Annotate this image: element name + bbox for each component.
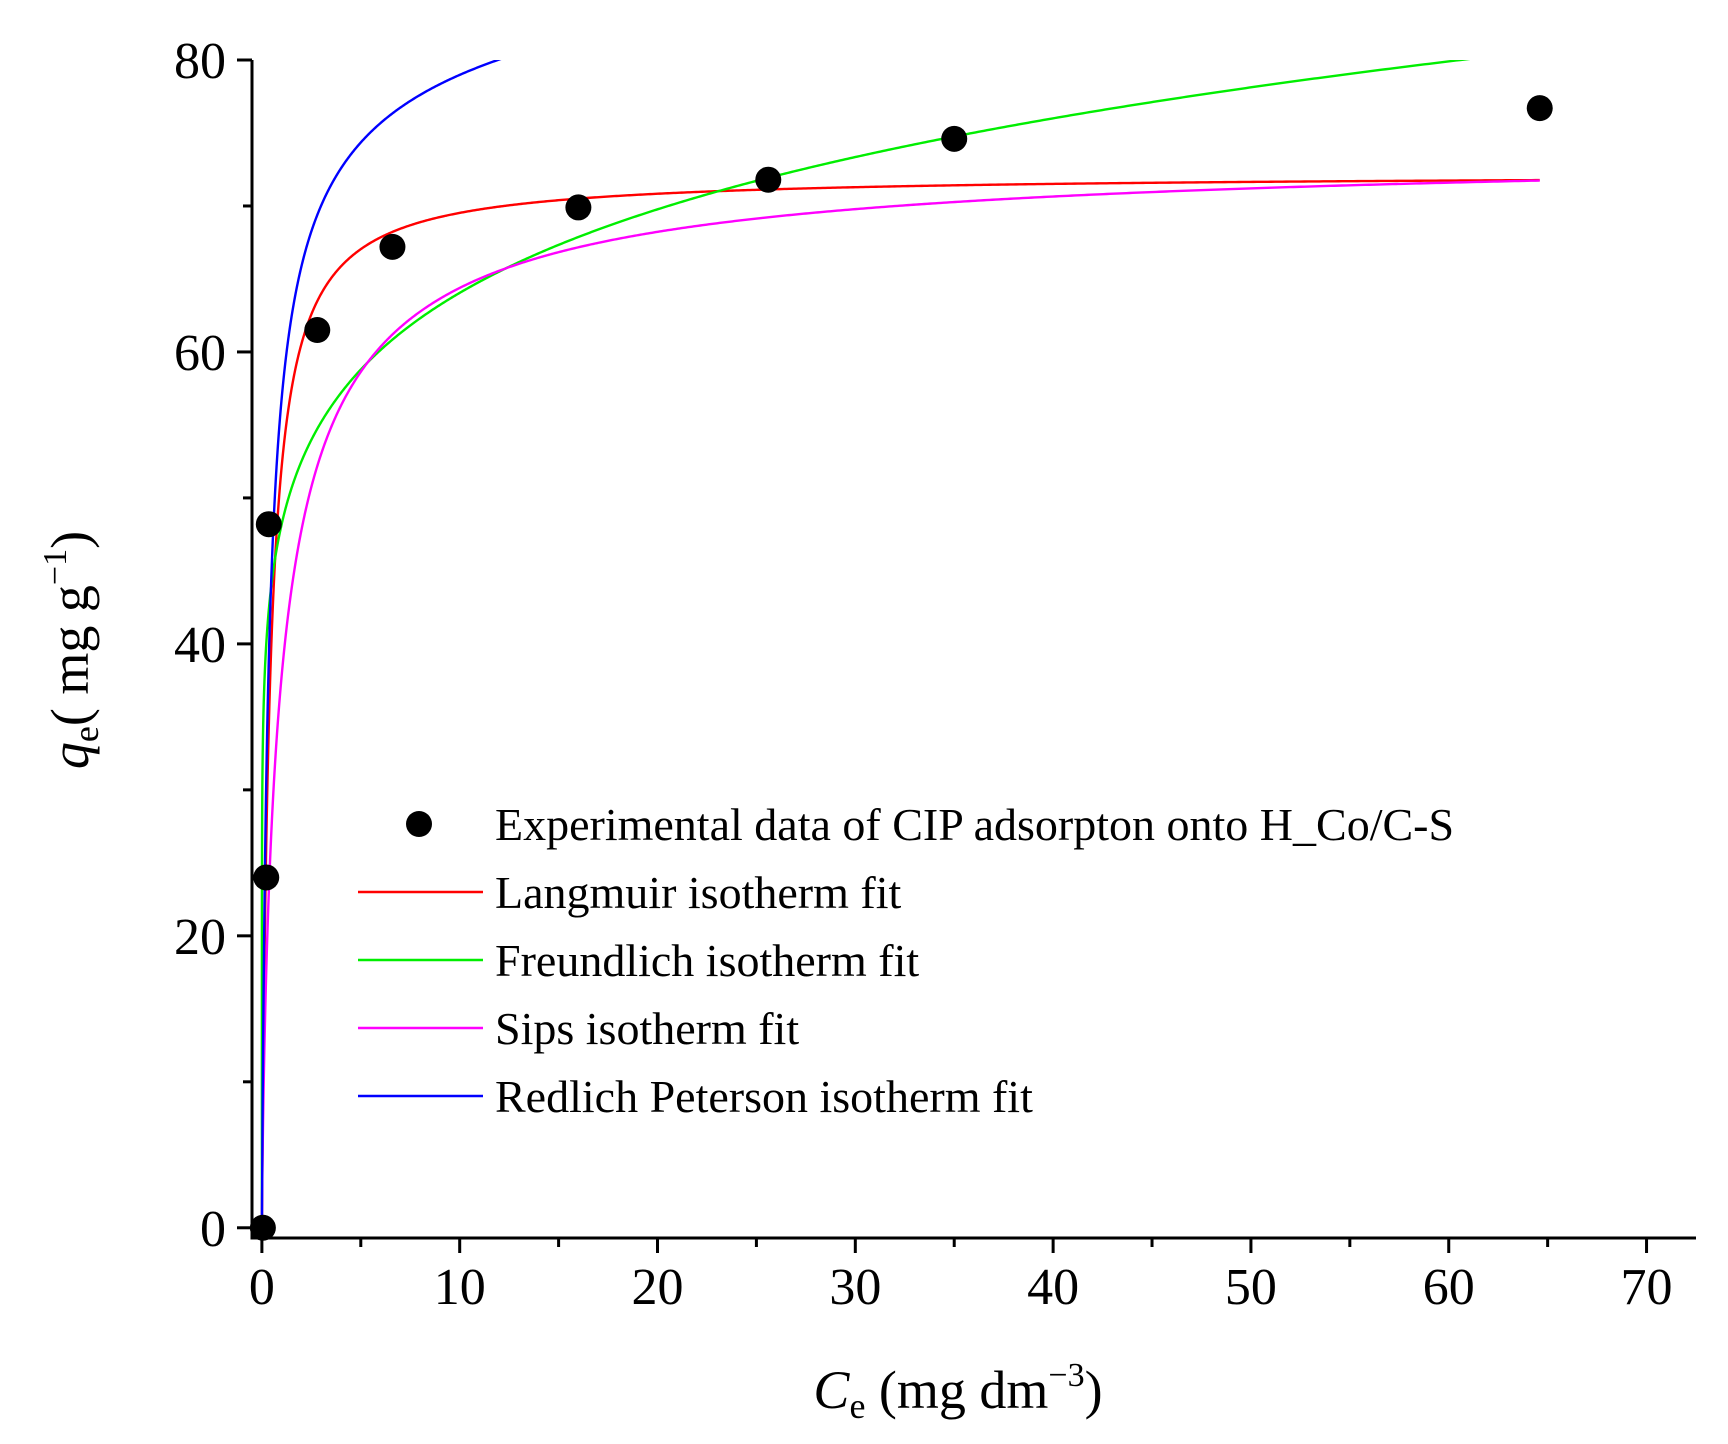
experimental-point	[1526, 95, 1553, 122]
fit-curves	[260, 60, 1540, 1228]
y-axis-ticks: 0 20 40 60 80	[174, 33, 252, 1258]
experimental-points	[249, 95, 1553, 1241]
experimental-point	[379, 233, 406, 260]
x-tick-label: 50	[1225, 1259, 1277, 1316]
experimental-point	[565, 194, 592, 221]
x-tick-label: 20	[632, 1259, 684, 1316]
legend: Experimental data of CIP adsorpton onto …	[358, 799, 1454, 1122]
legend-sips-label: Sips isotherm fit	[495, 1003, 799, 1054]
experimental-point	[304, 317, 331, 344]
y-tick-label: 0	[200, 1201, 226, 1258]
axes: 0 10 20 30 40 50 60 70 0 20 40 60 80	[174, 33, 1696, 1316]
x-tick-label: 10	[434, 1259, 486, 1316]
experimental-point	[253, 864, 280, 891]
legend-freundlich-label: Freundlich isotherm fit	[495, 935, 919, 986]
x-tick-label: 0	[249, 1259, 275, 1316]
redlich-peterson-fit-curve	[260, 60, 502, 1228]
legend-langmuir-label: Langmuir isotherm fit	[495, 867, 901, 918]
y-tick-label: 60	[174, 325, 226, 382]
y-tick-label: 40	[174, 617, 226, 674]
x-tick-label: 30	[829, 1259, 881, 1316]
legend-experimental-marker	[406, 811, 432, 837]
experimental-point	[941, 125, 968, 152]
x-tick-label: 70	[1621, 1259, 1673, 1316]
legend-redlich-peterson-label: Redlich Peterson isotherm fit	[495, 1071, 1033, 1122]
x-axis-ticks: 0 10 20 30 40 50 60 70	[249, 1238, 1673, 1316]
experimental-point	[249, 1214, 276, 1241]
x-axis-title: Ce (mg dm−3)	[813, 1357, 1102, 1426]
x-tick-label: 40	[1027, 1259, 1079, 1316]
y-tick-label: 80	[174, 33, 226, 90]
y-tick-label: 20	[174, 909, 226, 966]
langmuir-fit-curve	[260, 178, 1540, 1228]
x-tick-label: 60	[1423, 1259, 1475, 1316]
legend-experimental-label: Experimental data of CIP adsorpton onto …	[495, 799, 1454, 850]
y-axis-title: qe( mg g−1)	[37, 531, 106, 769]
experimental-point	[755, 166, 782, 193]
freundlich-fit-curve	[260, 60, 1471, 1228]
sips-fit-curve	[260, 179, 1540, 1228]
experimental-point	[255, 511, 282, 538]
